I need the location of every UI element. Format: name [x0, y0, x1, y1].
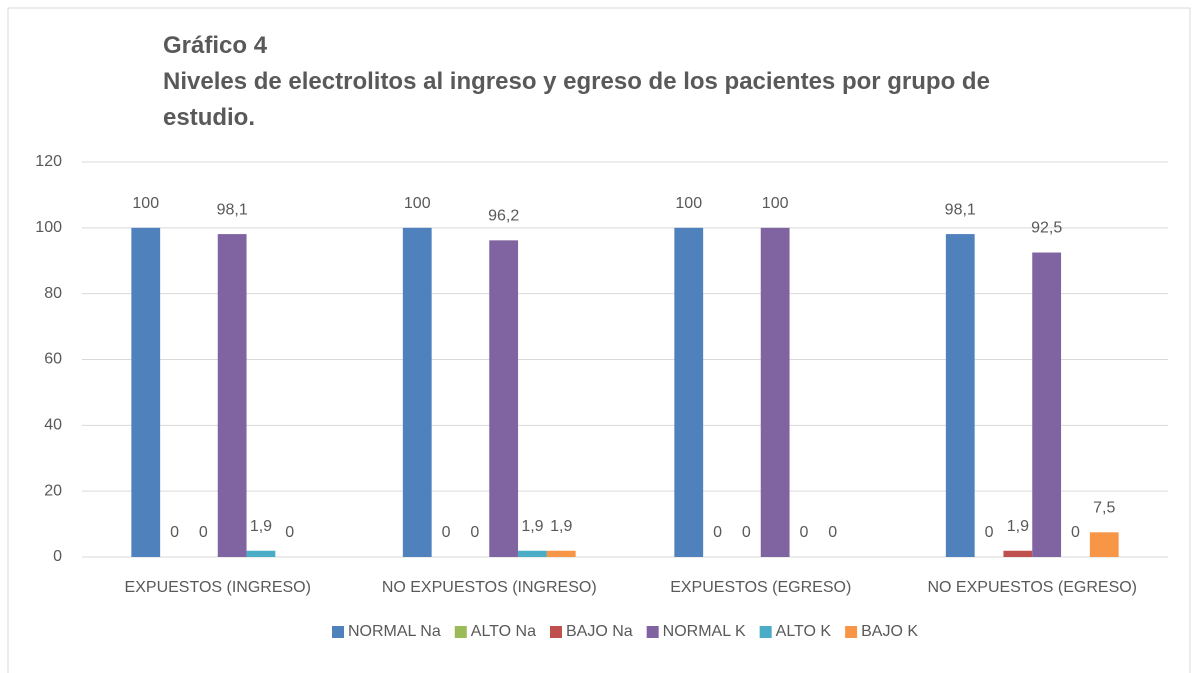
- data-label: 92,5: [1031, 220, 1062, 237]
- bar: [246, 550, 276, 557]
- bar: [489, 240, 519, 557]
- data-label: 0: [442, 524, 451, 541]
- bar: [1003, 550, 1033, 557]
- data-label: 98,1: [945, 201, 976, 218]
- bar: [217, 234, 247, 557]
- data-label: 0: [742, 524, 751, 541]
- data-label: 98,1: [217, 201, 248, 218]
- data-label: 0: [1071, 524, 1080, 541]
- bar: [402, 227, 432, 558]
- legend-label: NORMAL K: [663, 623, 746, 640]
- data-label: 0: [285, 524, 294, 541]
- x-tick-label: NO EXPUESTOS (INGRESO): [382, 579, 597, 596]
- y-tick-label: 100: [35, 219, 62, 236]
- data-label: 1,9: [1007, 518, 1029, 535]
- bar: [945, 234, 975, 557]
- bar: [760, 227, 790, 558]
- y-tick-label: 40: [44, 417, 62, 434]
- bar: [518, 550, 547, 557]
- data-label: 0: [170, 524, 179, 541]
- legend-swatch: [845, 626, 858, 638]
- data-label: 1,9: [521, 518, 543, 535]
- bar: [131, 227, 161, 558]
- data-label: 100: [132, 195, 159, 212]
- title-block: Gráfico 4 Niveles de electrolitos al ing…: [163, 28, 1063, 136]
- chart-border: [7, 7, 1191, 673]
- y-tick-label: 0: [53, 548, 62, 565]
- legend-swatch: [646, 626, 659, 638]
- data-label: 100: [762, 195, 789, 212]
- y-tick-label: 120: [35, 153, 62, 170]
- data-label: 100: [675, 195, 702, 212]
- data-label: 96,2: [488, 208, 519, 225]
- legend-swatch: [454, 626, 467, 638]
- data-label: 0: [985, 524, 994, 541]
- chart-subtitle: Niveles de electrolitos al ingreso y egr…: [163, 68, 990, 131]
- data-label: 0: [828, 524, 837, 541]
- y-tick-label: 20: [44, 482, 62, 499]
- data-label: 100: [404, 195, 431, 212]
- data-label: 0: [470, 524, 479, 541]
- bar: [1032, 252, 1062, 558]
- x-tick-label: EXPUESTOS (EGRESO): [670, 579, 851, 596]
- legend-label: NORMAL Na: [348, 623, 441, 640]
- legend-label: ALTO Na: [471, 623, 536, 640]
- legend-label: ALTO K: [776, 623, 832, 640]
- bar: [546, 550, 576, 557]
- data-label: 1,9: [550, 518, 572, 535]
- x-tick-label: NO EXPUESTOS (EGRESO): [927, 579, 1137, 596]
- data-label: 1,9: [250, 518, 272, 535]
- legend-swatch: [759, 626, 772, 638]
- y-tick-label: 80: [44, 285, 62, 302]
- bar: [1089, 532, 1119, 557]
- data-label: 7,5: [1093, 500, 1115, 517]
- legend-swatch: [549, 626, 562, 638]
- y-tick-label: 60: [44, 351, 62, 368]
- data-label: 0: [713, 524, 722, 541]
- legend-label: BAJO K: [861, 623, 918, 640]
- bar: [674, 227, 704, 558]
- data-label: 0: [799, 524, 808, 541]
- x-tick-label: EXPUESTOS (INGRESO): [125, 579, 311, 596]
- chart-title: Gráfico 4: [163, 32, 268, 59]
- data-label: 0: [199, 524, 208, 541]
- legend-label: BAJO Na: [566, 623, 633, 640]
- legend-swatch: [332, 626, 344, 638]
